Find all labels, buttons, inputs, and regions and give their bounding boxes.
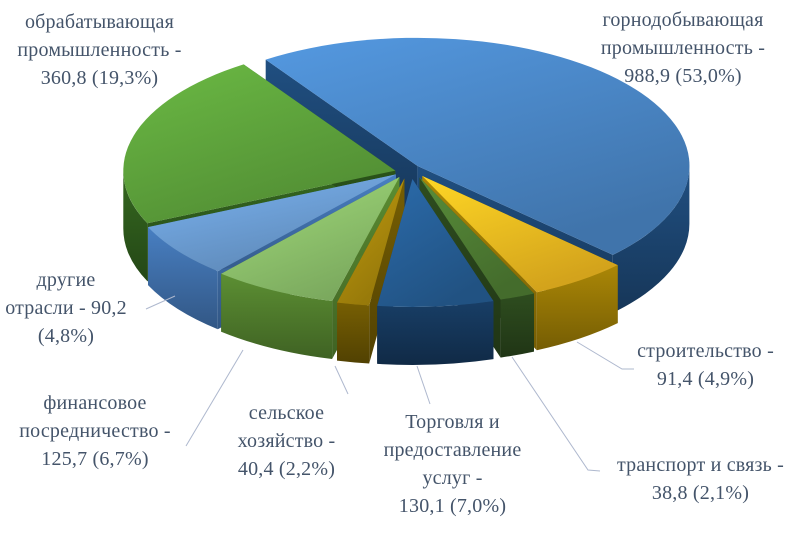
pie-slice-trade-rim: [377, 301, 494, 365]
leader-line-finance: [185, 349, 244, 447]
pie-slice-transport-rim: [500, 293, 534, 358]
label-line: промышленность -: [600, 37, 766, 59]
leader-line-trade: [416, 365, 431, 405]
label-line: обрабатывающая: [24, 11, 175, 33]
slice-label-transport: транспорт и связь - 38,8 (2,1%): [593, 451, 800, 507]
slice-label-manufacturing: обрабатывающая промышленность - 360,8 (1…: [0, 8, 202, 92]
leader-line-other: [145, 295, 176, 310]
pie-slice-manufacturing-rim: [123, 170, 148, 282]
pie-slice-mining-rim: [612, 165, 690, 313]
leader-line-transport: [511, 356, 601, 472]
pie-slice-finance-rim: [221, 273, 333, 359]
slice-label-mining: горнодобывающая промышленность - 988,9 (…: [578, 6, 788, 90]
label-line: другие: [36, 269, 96, 291]
label-line: 91,4 (4,9%): [656, 368, 755, 390]
pie-slice-construction[interactable]: [422, 176, 618, 293]
label-line: 360,8 (19,3%): [40, 67, 159, 89]
leader-line-construction: [576, 341, 634, 370]
label-line: Торговля и: [405, 411, 500, 433]
slice-label-construction: строительство - 91,4 (4,9%): [608, 337, 800, 393]
label-line: 988,9 (53,0%): [624, 65, 742, 87]
pie-slice-construction-rim: [536, 265, 618, 351]
slice-label-agriculture: сельское хозяйство - 40,4 (2,2%): [214, 399, 359, 483]
label-line: отрасли - 90,2: [5, 297, 127, 319]
label-line: посредничество -: [19, 420, 171, 442]
pie-slice-trade[interactable]: [377, 179, 494, 307]
label-line: услуг -: [422, 467, 483, 489]
pie-slice-transport[interactable]: [419, 177, 535, 300]
pie-slice-manufacturing[interactable]: [123, 64, 396, 224]
pie-slice-other-rim: [148, 227, 218, 330]
label-line: строительство -: [637, 340, 774, 362]
slice-label-other: другие отрасли - 90,2 (4,8%): [0, 266, 144, 350]
label-line: горнодобывающая: [602, 9, 764, 31]
pie-slice-agriculture-rim: [337, 302, 370, 364]
label-line: предоставление: [383, 439, 522, 461]
label-line: финансовое: [43, 392, 147, 414]
pie-slice-mining[interactable]: [265, 37, 690, 255]
label-line: 125,7 (6,7%): [41, 448, 149, 470]
leader-line-agriculture: [334, 365, 349, 395]
pie-slice-finance[interactable]: [221, 177, 400, 301]
label-line: (4,8%): [37, 325, 95, 347]
pie-slice-other[interactable]: [148, 174, 396, 272]
slice-label-finance: финансовое посредничество - 125,7 (6,7%): [0, 389, 195, 473]
label-line: 40,4 (2,2%): [237, 458, 336, 480]
label-line: 130,1 (7,0%): [398, 495, 507, 517]
label-line: промышленность -: [17, 39, 182, 61]
label-line: сельское: [248, 402, 325, 424]
slice-label-trade: Торговля и предоставление услуг - 130,1 …: [365, 408, 540, 520]
label-line: транспорт и связь -: [616, 454, 785, 476]
label-line: хозяйство -: [237, 430, 336, 452]
pie-slice-agriculture[interactable]: [337, 178, 405, 306]
label-line: 38,8 (2,1%): [651, 482, 750, 504]
